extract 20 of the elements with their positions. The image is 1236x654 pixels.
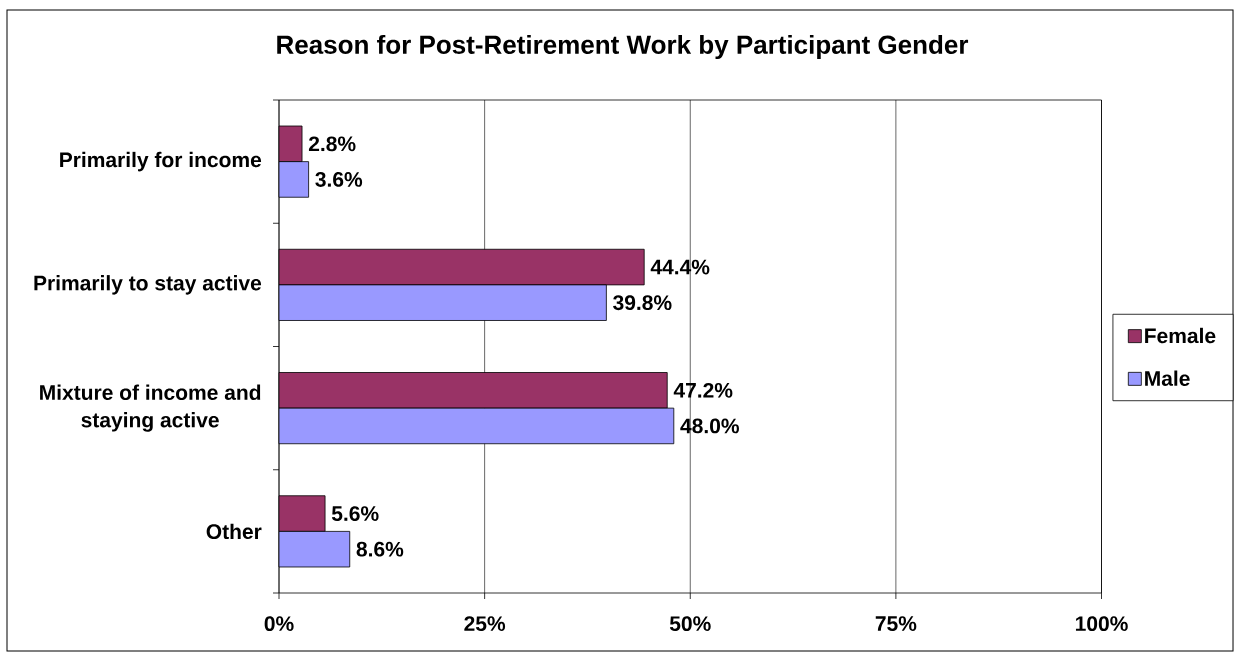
x-tick-label: 50% xyxy=(669,616,711,632)
data-label: 44.4% xyxy=(650,259,710,275)
x-tick-label: 25% xyxy=(464,616,506,632)
chart-title: Reason for Post-Retirement Work by Participant Gender xyxy=(277,34,969,60)
data-label: 8.6% xyxy=(356,541,404,557)
x-tick-label: 100% xyxy=(1075,616,1128,632)
legend-label: Male xyxy=(1145,370,1190,386)
data-label: 5.6% xyxy=(331,506,379,521)
y-tick-label: Mixture of income and staying active xyxy=(40,384,261,432)
legend-label: Female xyxy=(1145,327,1216,344)
x-tick-label: 75% xyxy=(875,616,917,632)
data-label: 47.2% xyxy=(673,382,733,398)
y-tick-label: Primarily to stay active xyxy=(34,275,262,295)
data-label: 48.0% xyxy=(680,418,739,434)
data-label: 39.8% xyxy=(613,295,672,311)
y-tick-label: Primarily for income xyxy=(60,151,262,172)
y-tick-label: Other xyxy=(206,523,262,540)
data-label: 2.8% xyxy=(308,136,356,152)
data-label: 3.6% xyxy=(315,171,363,187)
x-tick-label: 0% xyxy=(264,616,294,632)
